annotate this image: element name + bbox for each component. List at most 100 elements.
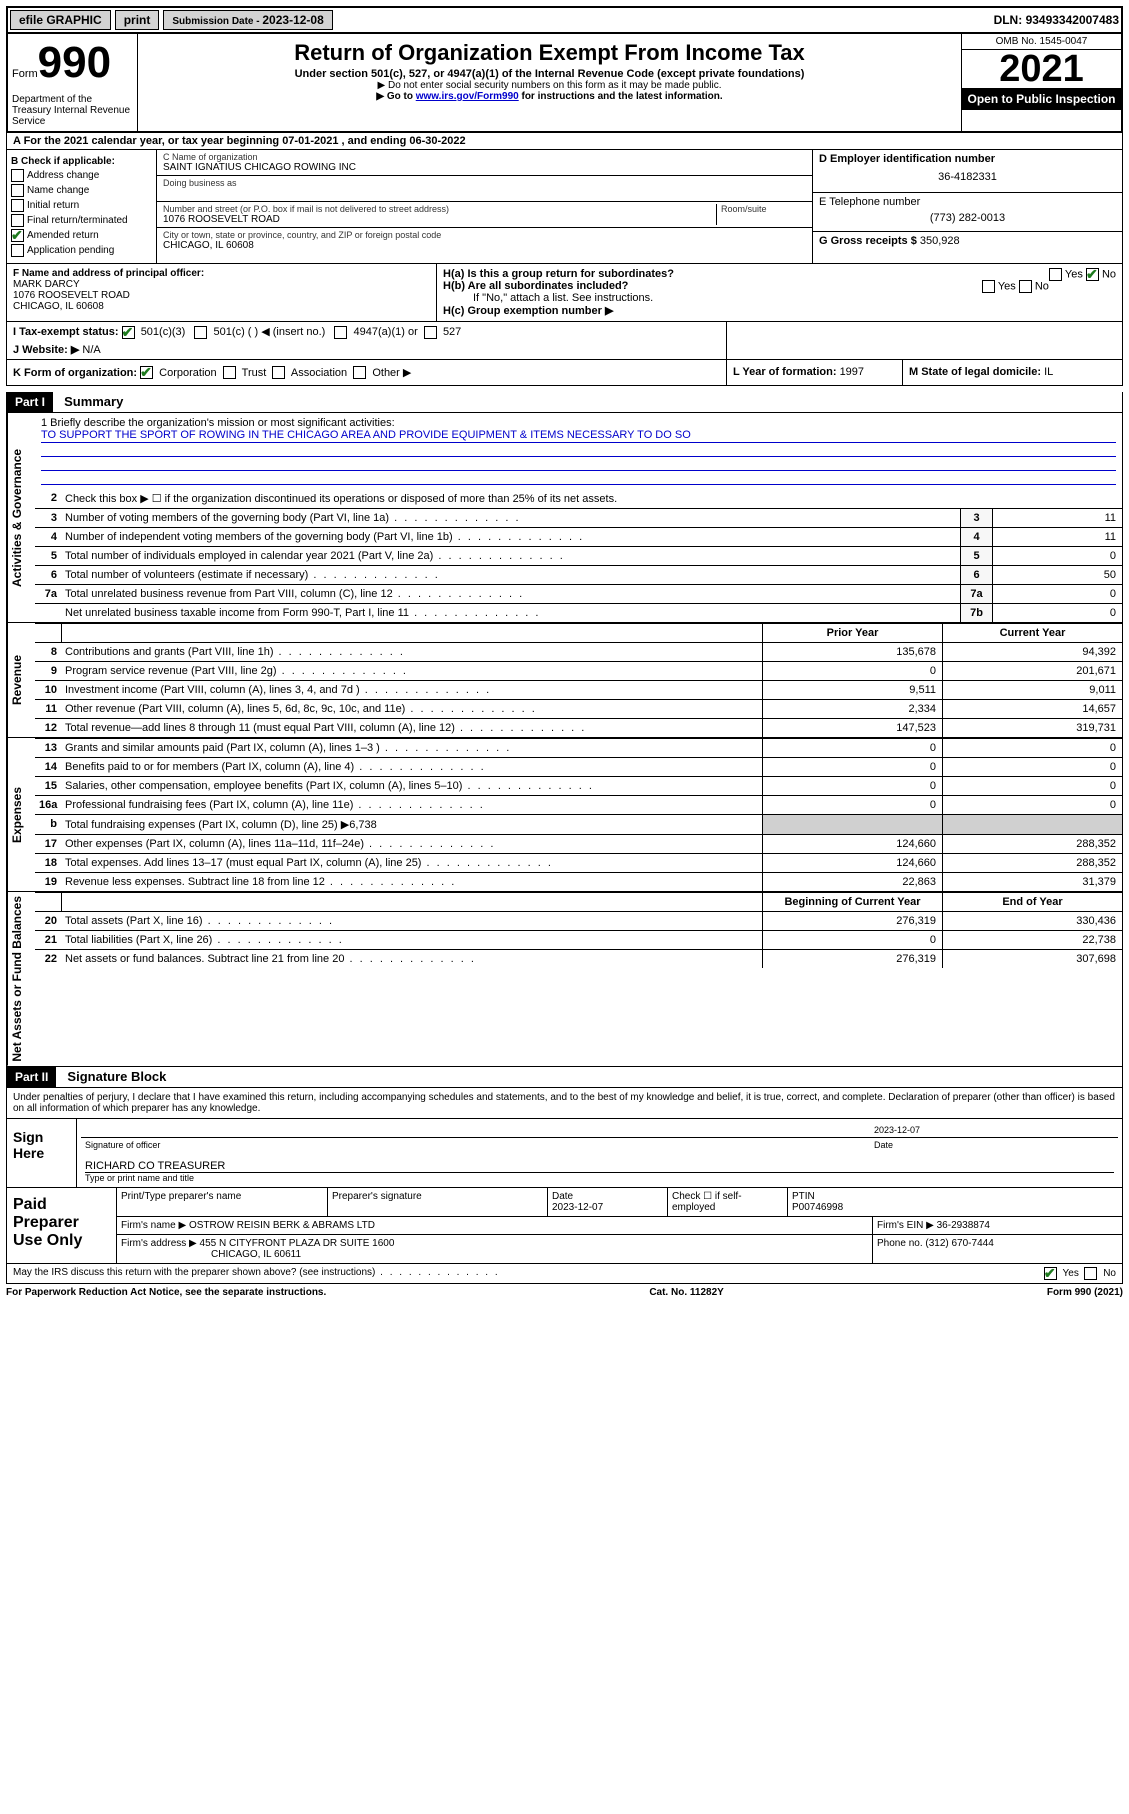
prior-year-header: Prior Year (762, 624, 942, 642)
ein: 36-4182331 (819, 165, 1116, 189)
financial-line: 12Total revenue—add lines 8 through 11 (… (35, 718, 1122, 737)
goto-suffix: for instructions and the latest informat… (519, 91, 723, 102)
prep-sig-label: Preparer's signature (327, 1188, 547, 1216)
signature-line: 2023-12-07 (81, 1123, 1118, 1137)
hb-no-checkbox[interactable] (1019, 280, 1032, 293)
501c-checkbox[interactable] (194, 326, 207, 339)
amended-return-checkbox[interactable] (11, 229, 24, 242)
governance-line: 3Number of voting members of the governi… (35, 508, 1122, 527)
instructions-link[interactable]: www.irs.gov/Form990 (416, 91, 519, 102)
financial-line: 19Revenue less expenses. Subtract line 1… (35, 872, 1122, 891)
officer-street: 1076 ROOSEVELT ROAD (13, 290, 130, 301)
mission-blank-line (41, 443, 1116, 457)
association-checkbox[interactable] (272, 366, 285, 379)
financial-line: 11Other revenue (Part VIII, column (A), … (35, 699, 1122, 718)
part-2-title: Signature Block (59, 1069, 166, 1084)
discuss-yes-checkbox[interactable] (1044, 1267, 1057, 1280)
ptin-cell: PTINP00746998 (787, 1188, 1122, 1216)
paid-preparer-block: Paid Preparer Use Only Print/Type prepar… (6, 1188, 1123, 1264)
net-assets-sidelabel: Net Assets or Fund Balances (7, 892, 35, 1066)
officer-printed-name: RICHARD CO TREASURER (85, 1160, 1114, 1172)
trust-checkbox[interactable] (223, 366, 236, 379)
officer-city: CHICAGO, IL 60608 (13, 301, 104, 312)
efile-button[interactable]: efile GRAPHIC (10, 10, 111, 30)
boy-header: Beginning of Current Year (762, 893, 942, 911)
principal-officer: F Name and address of principal officer:… (7, 264, 437, 321)
date-label: Date (874, 1140, 1114, 1150)
527-checkbox[interactable] (424, 326, 437, 339)
form-subtitle: Under section 501(c), 527, or 4947(a)(1)… (142, 68, 957, 80)
form-of-org-row: K Form of organization: Corporation Trus… (6, 360, 1123, 387)
irs-discuss-row: May the IRS discuss this return with the… (6, 1264, 1123, 1284)
year-of-formation: L Year of formation: 1997 (727, 360, 903, 386)
firm-name-cell: Firm's name ▶ OSTROW REISIN BERK & ABRAM… (117, 1217, 872, 1234)
other-checkbox[interactable] (353, 366, 366, 379)
printed-name-label: Type or print name and title (85, 1172, 1114, 1183)
part-2-header: Part II Signature Block (6, 1067, 1123, 1088)
form-note-1: ▶ Do not enter social security numbers o… (142, 80, 957, 91)
part-2-badge: Part II (7, 1067, 56, 1087)
form-word: Form (12, 68, 38, 80)
current-year-header: Current Year (942, 624, 1122, 642)
corporation-checkbox[interactable] (140, 366, 153, 379)
net-assets-section: Net Assets or Fund Balances Beginning of… (6, 892, 1123, 1067)
sign-here-label: Sign Here (7, 1119, 77, 1187)
org-name-label: C Name of organization (163, 152, 806, 162)
dln-value: 93493342007483 (1026, 13, 1119, 27)
top-toolbar: efile GRAPHIC print Submission Date - 20… (6, 6, 1123, 34)
ha-yes-checkbox[interactable] (1049, 268, 1062, 281)
application-pending-checkbox[interactable] (11, 244, 24, 257)
address-change-checkbox[interactable] (11, 169, 24, 182)
revenue-col-header: Prior Year Current Year (35, 623, 1122, 642)
preparer-row-1: Print/Type preparer's name Preparer's si… (117, 1188, 1122, 1216)
submission-date: 2023-12-08 (262, 13, 323, 27)
financial-line: 22Net assets or fund balances. Subtract … (35, 949, 1122, 968)
ha-no-checkbox[interactable] (1086, 268, 1099, 281)
final-return-checkbox[interactable] (11, 214, 24, 227)
dln-label: DLN: (994, 13, 1026, 27)
eoy-header: End of Year (942, 893, 1122, 911)
city-box: City or town, state or province, country… (157, 228, 812, 253)
sign-here-block: Sign Here 2023-12-07 Signature of office… (6, 1119, 1123, 1188)
mission-blank-line (41, 471, 1116, 485)
tel-label: E Telephone number (819, 196, 1116, 208)
catalog-number: Cat. No. 11282Y (649, 1287, 723, 1298)
mission-label: 1 Briefly describe the organization's mi… (41, 417, 1116, 429)
officer-name-line: RICHARD CO TREASURER Type or print name … (81, 1152, 1118, 1183)
financial-line: 14Benefits paid to or for members (Part … (35, 757, 1122, 776)
room-label: Room/suite (721, 204, 806, 214)
governance-line: 4Number of independent voting members of… (35, 527, 1122, 546)
ein-label: D Employer identification number (819, 153, 995, 165)
print-button[interactable]: print (115, 10, 160, 30)
501c3-checkbox[interactable] (122, 326, 135, 339)
tax-year-period: A For the 2021 calendar year, or tax yea… (6, 133, 1123, 150)
financial-line: 13Grants and similar amounts paid (Part … (35, 738, 1122, 757)
revenue-sidelabel: Revenue (7, 623, 35, 737)
checkbox-row: Application pending (11, 244, 152, 257)
financial-line: 10Investment income (Part VIII, column (… (35, 680, 1122, 699)
name-change-checkbox[interactable] (11, 184, 24, 197)
header-right: OMB No. 1545-0047 2021 Open to Public In… (961, 34, 1121, 131)
discuss-no-checkbox[interactable] (1084, 1267, 1097, 1280)
financial-line: 16aProfessional fundraising fees (Part I… (35, 795, 1122, 814)
goto-prefix: ▶ Go to (376, 91, 415, 102)
net-assets-col-header: Beginning of Current Year End of Year (35, 892, 1122, 911)
hb-yes-checkbox[interactable] (982, 280, 995, 293)
org-name-box: C Name of organization SAINT IGNATIUS CH… (157, 150, 812, 176)
checkbox-row: Address change (11, 169, 152, 182)
tax-exempt-status: I Tax-exempt status: 501(c)(3) 501(c) ( … (7, 322, 727, 359)
paperwork-notice: For Paperwork Reduction Act Notice, see … (6, 1287, 326, 1298)
hc-label: H(c) Group exemption number ▶ (443, 305, 613, 317)
tax-year: 2021 (962, 50, 1121, 88)
section-f-label: F Name and address of principal officer: (13, 268, 204, 279)
expenses-section: Expenses 13Grants and similar amounts pa… (6, 738, 1123, 892)
4947-checkbox[interactable] (334, 326, 347, 339)
part-1-title: Summary (56, 394, 123, 409)
form-note-2: ▶ Go to www.irs.gov/Form990 for instruct… (142, 91, 957, 102)
initial-return-checkbox[interactable] (11, 199, 24, 212)
form-number: 990 (38, 38, 111, 87)
financial-line: 15Salaries, other compensation, employee… (35, 776, 1122, 795)
signature-labels: Signature of officer Date (81, 1137, 1118, 1152)
financial-line: 20Total assets (Part X, line 16)276,3193… (35, 911, 1122, 930)
form-header: Form990 Department of the Treasury Inter… (6, 34, 1123, 133)
